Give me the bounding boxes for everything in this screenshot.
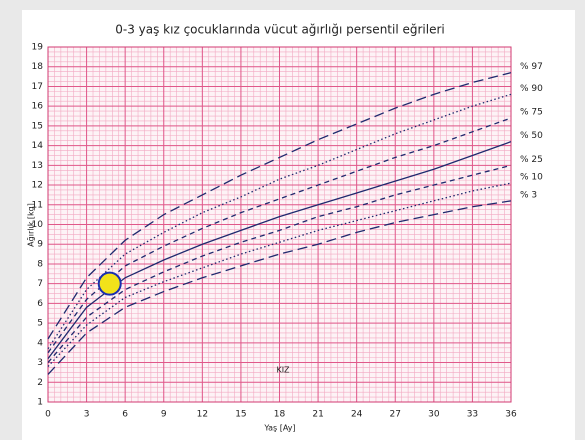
x-tick-label: 36: [505, 410, 517, 420]
series-label: % 97: [520, 62, 543, 72]
y-tick-label: 7: [37, 279, 43, 289]
plot-border: [47, 46, 512, 403]
series-label: % 90: [520, 84, 543, 94]
measurement-point: [97, 271, 122, 296]
y-tick-label: 19: [32, 43, 44, 53]
y-tick-label: 2: [37, 378, 43, 388]
percentile-line: [47, 182, 512, 367]
y-tick-label: 13: [32, 161, 43, 171]
x-tick-label: 9: [161, 410, 167, 420]
x-tick-label: 33: [467, 410, 478, 420]
percentile-line: [47, 93, 512, 350]
x-tick-label: 27: [390, 410, 401, 420]
y-tick-label: 18: [32, 62, 44, 72]
percentile-line: [47, 72, 512, 340]
y-tick-label: 9: [37, 240, 43, 250]
percentile-line: [47, 141, 512, 360]
y-tick-label: 3: [37, 358, 43, 368]
y-tick-label: 6: [37, 299, 43, 309]
y-tick-label: 1: [37, 398, 43, 408]
x-tick-label: 21: [312, 410, 323, 420]
x-tick-label: 3: [84, 410, 90, 420]
y-tick-label: 12: [32, 181, 43, 191]
x-tick-label: 0: [45, 410, 51, 420]
series-label: % 10: [520, 173, 543, 183]
y-tick-label: 11: [32, 200, 43, 210]
series-label: % 75: [520, 108, 543, 118]
series-label: % 25: [520, 155, 543, 165]
x-axis-label: Yaş [Ay]: [263, 424, 295, 433]
x-tick-label: 24: [351, 410, 363, 420]
y-tick-label: 16: [32, 102, 44, 112]
series-label: % 50: [520, 131, 543, 141]
y-tick-label: 17: [32, 82, 43, 92]
percentile-line: [47, 200, 512, 375]
y-axis-label: Ağırlık [kg]: [27, 203, 36, 247]
x-tick-label: 18: [274, 410, 286, 420]
series-label: % 3: [520, 190, 537, 200]
y-tick-label: 10: [32, 220, 44, 230]
percentile-line: [47, 164, 512, 363]
x-tick-label: 30: [428, 410, 440, 420]
x-tick-label: 12: [197, 410, 208, 420]
y-tick-label: 8: [37, 259, 43, 269]
y-tick-label: 14: [32, 141, 44, 151]
y-tick-label: 15: [32, 121, 43, 131]
y-tick-label: 5: [37, 319, 43, 329]
chart-title: 0-3 yaş kız çocuklarında vücut ağırlığı …: [115, 23, 444, 37]
x-tick-label: 6: [122, 410, 128, 420]
y-tick-label: 4: [37, 338, 43, 348]
annotation: KIZ: [276, 366, 290, 375]
x-tick-label: 15: [235, 410, 246, 420]
